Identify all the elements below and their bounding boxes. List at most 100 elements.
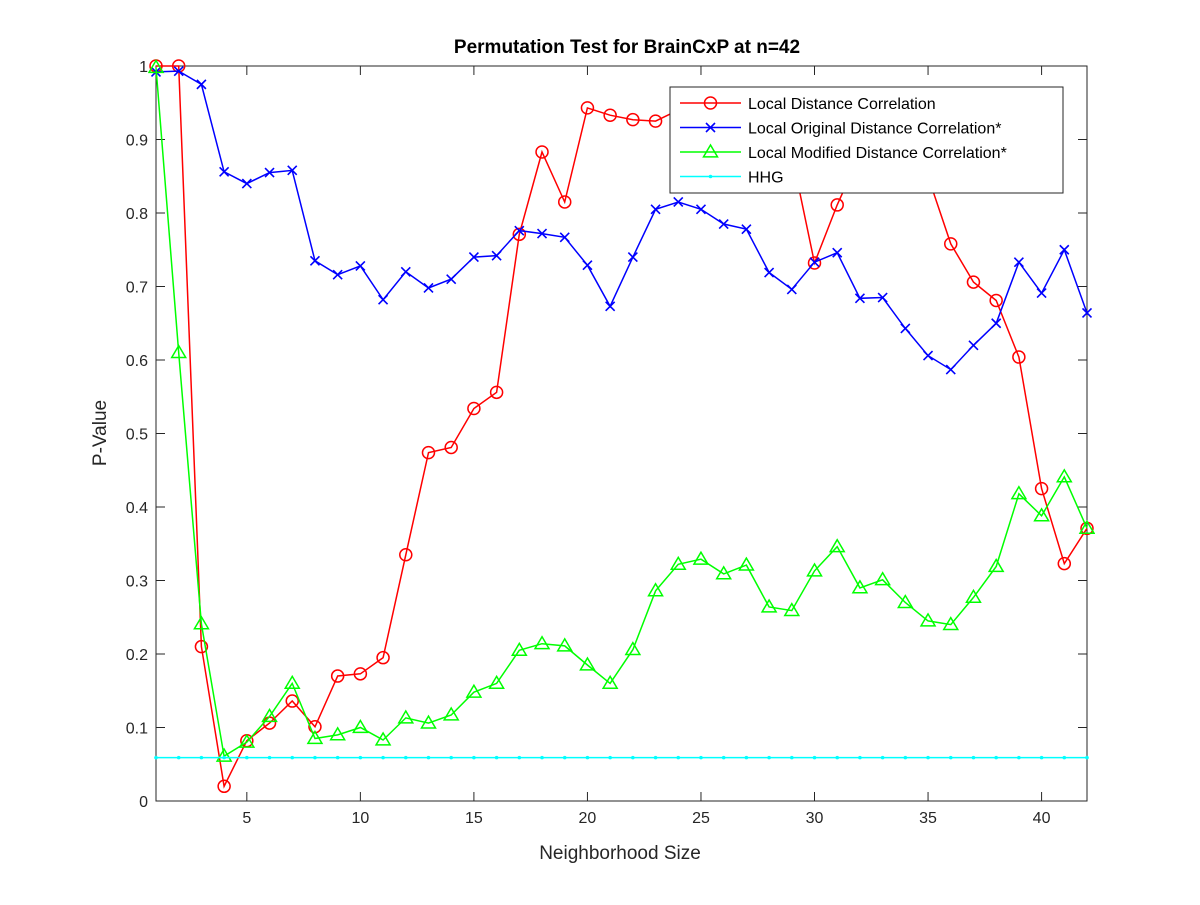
data-point — [287, 165, 298, 176]
data-point — [877, 292, 888, 303]
data-point — [965, 588, 982, 604]
data-point — [306, 730, 324, 745]
data-point — [608, 755, 612, 760]
data-point — [695, 204, 707, 215]
data-point — [786, 284, 797, 295]
data-point — [358, 755, 363, 760]
data-point — [472, 755, 476, 760]
data-point — [491, 250, 502, 261]
data-point — [217, 779, 231, 794]
data-point — [944, 237, 958, 251]
legend-item: HHG — [680, 170, 784, 187]
data-point — [858, 755, 862, 760]
data-point — [313, 755, 317, 760]
data-point — [783, 602, 801, 617]
data-point — [330, 669, 345, 683]
data-point — [942, 616, 960, 631]
data-point — [1057, 556, 1072, 571]
data-point — [650, 204, 661, 215]
data-point — [219, 166, 230, 177]
y-tick-label: 0.3 — [126, 574, 148, 591]
data-point — [261, 707, 278, 723]
data-point — [222, 755, 226, 760]
data-point — [721, 755, 726, 760]
data-point — [880, 755, 885, 760]
data-point — [790, 755, 794, 760]
data-point — [718, 218, 729, 230]
x-tick-label: 30 — [806, 810, 824, 827]
x-tick-label: 10 — [351, 810, 369, 827]
data-point — [196, 79, 207, 90]
data-point — [176, 755, 181, 760]
y-tick-label: 0.8 — [126, 206, 148, 223]
legend-marker — [708, 174, 713, 179]
data-point — [1062, 755, 1067, 760]
data-point — [264, 167, 275, 178]
data-point — [1078, 519, 1095, 534]
data-point — [764, 267, 775, 278]
data-point — [1039, 755, 1044, 760]
data-point — [355, 260, 366, 271]
y-tick-label: 0.2 — [126, 647, 148, 664]
y-tick-label: 0.6 — [126, 353, 148, 370]
data-point — [989, 293, 1003, 308]
data-point — [562, 755, 567, 760]
data-point — [971, 755, 976, 760]
data-point — [624, 641, 642, 656]
data-point — [556, 637, 574, 652]
x-axis-title: Neighborhood Size — [539, 843, 701, 864]
x-tick-label: 5 — [242, 810, 251, 827]
data-point — [193, 615, 210, 630]
data-point — [582, 260, 593, 271]
data-point — [601, 674, 619, 690]
x-tick-label: 35 — [919, 810, 937, 827]
data-point — [199, 755, 204, 760]
data-point — [511, 641, 528, 656]
data-point — [378, 294, 389, 305]
x-tick-label: 15 — [465, 810, 483, 827]
data-point — [1081, 307, 1093, 319]
data-point — [426, 755, 431, 760]
data-point — [968, 340, 979, 351]
data-point — [673, 196, 684, 208]
data-point — [290, 755, 295, 760]
data-point — [835, 755, 840, 760]
data-point — [423, 282, 434, 294]
data-point — [309, 255, 321, 266]
data-point — [536, 228, 548, 239]
x-tick-label: 20 — [579, 810, 597, 827]
data-point — [897, 594, 914, 609]
data-point — [148, 58, 165, 74]
data-point — [987, 558, 1005, 573]
data-point — [669, 555, 687, 570]
y-tick-label: 0.5 — [126, 427, 148, 444]
y-tick-label: 0.1 — [126, 721, 148, 738]
data-point — [465, 683, 483, 698]
data-point — [420, 714, 437, 729]
x-tick-label: 25 — [692, 810, 710, 827]
data-point — [1010, 485, 1028, 500]
data-point — [421, 445, 436, 460]
x-tick-label: 40 — [1033, 810, 1051, 827]
data-point — [403, 755, 408, 760]
data-point — [626, 112, 640, 127]
data-point — [399, 548, 413, 562]
data-point — [245, 755, 249, 760]
data-point — [517, 755, 522, 760]
data-point — [605, 301, 616, 312]
data-point — [699, 755, 703, 760]
legend-label: Local Distance Correlation — [748, 96, 936, 113]
data-point — [489, 385, 504, 400]
data-point — [557, 195, 572, 209]
data-point — [1085, 755, 1089, 760]
data-point — [283, 674, 301, 690]
data-point — [512, 227, 527, 242]
data-point — [809, 257, 820, 268]
legend-marker — [705, 122, 716, 133]
data-point — [807, 256, 822, 270]
data-point — [329, 726, 346, 741]
data-point — [830, 198, 844, 212]
data-point — [173, 66, 184, 77]
data-point — [760, 598, 778, 613]
